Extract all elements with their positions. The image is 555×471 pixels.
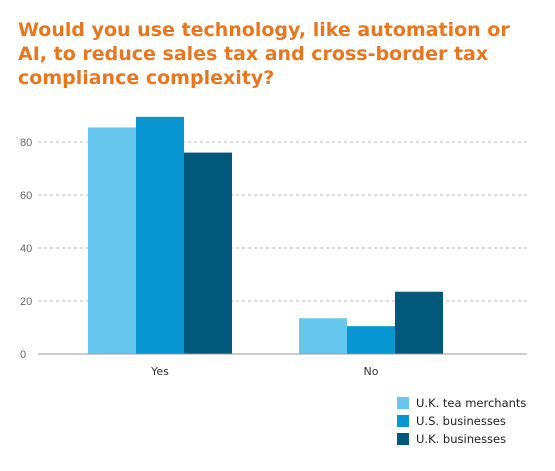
legend-label-2: U.S. businesses bbox=[416, 414, 506, 428]
y-tick-label-60: 60 bbox=[20, 190, 32, 202]
legend-label-3: U.K. businesses bbox=[416, 432, 506, 446]
legend-swatch-1 bbox=[397, 397, 409, 409]
bar-yes-u-k-businesses bbox=[184, 152, 232, 354]
bars bbox=[88, 116, 443, 354]
y-tick-label-40: 40 bbox=[20, 243, 32, 255]
legend-swatch-3 bbox=[397, 433, 409, 445]
bar-yes-u-s-businesses bbox=[136, 116, 184, 354]
legend-swatch-2 bbox=[397, 415, 409, 427]
x-category-label-yes: Yes bbox=[150, 365, 169, 378]
legend: U.K. tea merchants U.S. businesses U.K. bu… bbox=[397, 396, 526, 446]
y-tick-label-80: 80 bbox=[20, 137, 32, 149]
y-tick-label-0: 0 bbox=[20, 349, 26, 361]
bar-no-u-k-businesses bbox=[395, 291, 443, 354]
chart-title: Would you use technology, like automatio… bbox=[18, 19, 510, 89]
bar-no-u-s-businesses bbox=[347, 326, 395, 354]
bar-no-u-k-tea-merchants bbox=[299, 318, 347, 354]
bar-yes-u-k-tea-merchants bbox=[88, 127, 136, 354]
x-category-label-no: No bbox=[364, 365, 379, 378]
legend-label-1: U.K. tea merchants bbox=[416, 396, 526, 410]
y-tick-label-20: 20 bbox=[20, 296, 32, 308]
axes: 0 20 40 60 80 Yes No bbox=[20, 137, 527, 378]
